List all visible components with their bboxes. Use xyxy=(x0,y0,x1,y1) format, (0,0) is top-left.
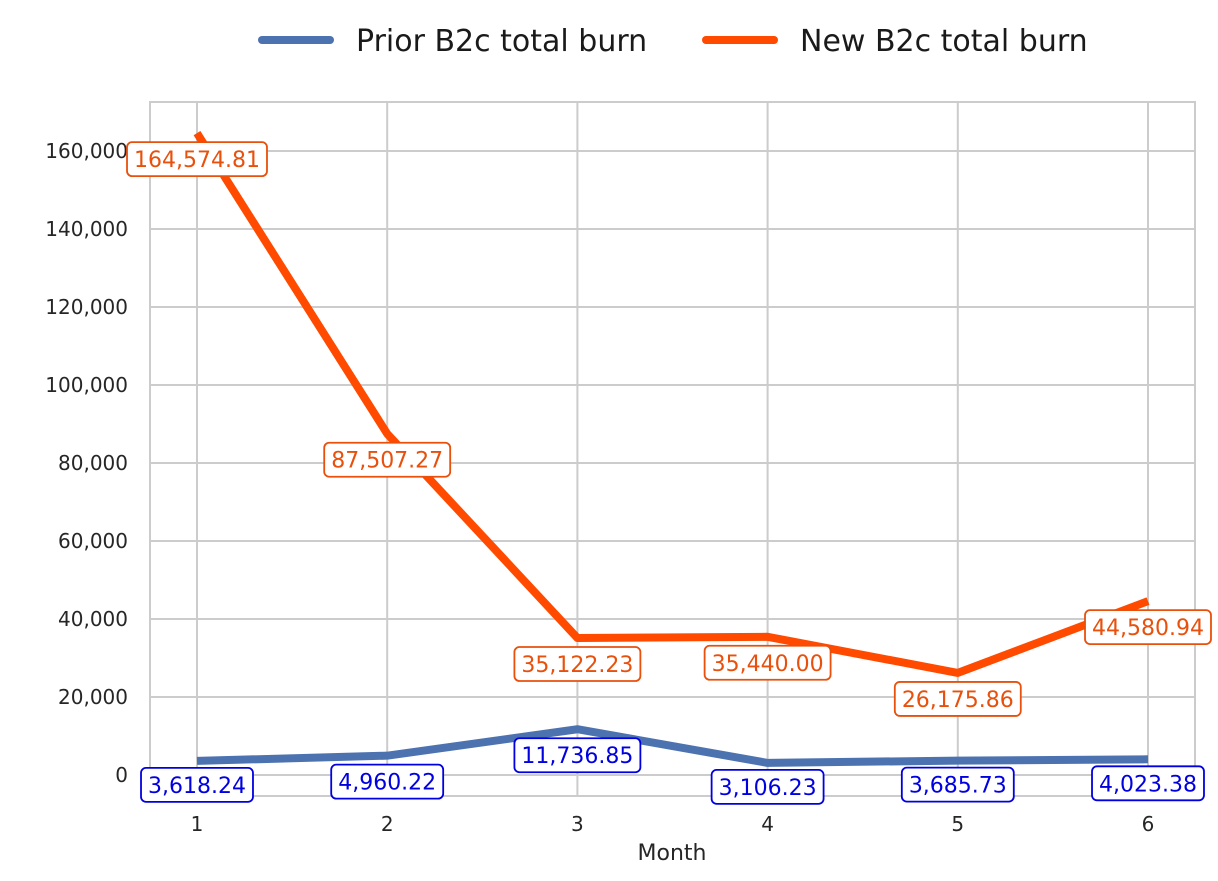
x-tick-label: 6 xyxy=(1142,812,1155,836)
data-label: 3,106.23 xyxy=(710,768,825,805)
data-label-box xyxy=(140,766,254,803)
data-label-text: 87,507.27 xyxy=(331,449,443,474)
y-axis-ticks: 0 20,000 40,000 60,000 80,000 100,000 120,000 1… xyxy=(45,139,128,787)
data-label-text: 4,960.22 xyxy=(338,771,436,796)
y-tick-label: 40,000 xyxy=(58,607,128,631)
data-label-text: 3,618.24 xyxy=(148,774,246,799)
legend-label-new: New B2c total burn xyxy=(800,24,1088,59)
data-label: 35,122.23 xyxy=(513,646,642,682)
data-label-box xyxy=(126,141,268,178)
x-axis-ticks: 1 2 3 4 5 6 xyxy=(191,812,1155,836)
x-tick-label: 1 xyxy=(191,812,204,836)
data-label: 164,574.81 xyxy=(126,141,268,178)
data-label-box xyxy=(893,681,1022,717)
data-label: 3,685.73 xyxy=(900,766,1015,803)
x-axis-title: Month xyxy=(638,841,707,866)
x-tick-label: 3 xyxy=(571,812,584,836)
data-labels: 3,618.24 4,960.22 11,736.85 3,106.23 3,685.7… xyxy=(126,141,1212,805)
legend: Prior B2c total burn New B2c total burn xyxy=(258,24,1088,59)
grid xyxy=(150,102,1195,796)
series-lines xyxy=(193,131,1150,767)
data-label-text: 35,122.23 xyxy=(521,653,633,678)
data-label-text: 4,023.38 xyxy=(1099,772,1197,797)
data-label-text: 44,580.94 xyxy=(1092,616,1204,641)
y-tick-label: 60,000 xyxy=(58,529,128,553)
data-label-box xyxy=(330,763,445,800)
x-tick-label: 5 xyxy=(951,812,964,836)
data-label-box xyxy=(710,768,825,805)
data-label-box xyxy=(1091,765,1205,802)
data-label-box xyxy=(513,646,642,682)
y-tick-label: 80,000 xyxy=(58,451,128,475)
y-tick-label: 100,000 xyxy=(45,373,128,397)
y-tick-label: 120,000 xyxy=(45,295,128,319)
y-tick-label: 20,000 xyxy=(58,685,128,709)
data-label-text: 3,106.23 xyxy=(719,776,817,801)
data-label-box xyxy=(900,766,1015,803)
x-tick-label: 4 xyxy=(761,812,774,836)
data-label: 4,023.38 xyxy=(1091,765,1205,802)
legend-label-prior: Prior B2c total burn xyxy=(356,24,647,59)
data-label: 4,960.22 xyxy=(330,763,445,800)
data-label-box xyxy=(323,441,452,478)
data-label-text: 164,574.81 xyxy=(134,148,260,173)
plot-area-frame xyxy=(149,101,1196,797)
data-label-box xyxy=(1084,609,1212,646)
data-label-text: 26,175.86 xyxy=(902,688,1014,713)
data-label-text: 3,685.73 xyxy=(909,774,1007,799)
series-line-prior xyxy=(196,725,1149,767)
data-label: 26,175.86 xyxy=(893,681,1022,717)
data-label: 44,580.94 xyxy=(1084,609,1212,646)
data-label-text: 11,736.85 xyxy=(521,744,633,769)
data-label: 11,736.85 xyxy=(513,737,642,774)
y-tick-label: 140,000 xyxy=(45,217,128,241)
data-label: 3,618.24 xyxy=(140,766,254,803)
x-tick-label: 2 xyxy=(381,812,394,836)
series-line-new xyxy=(193,131,1150,677)
data-label-text: 35,440.00 xyxy=(712,652,824,677)
y-tick-label: 160,000 xyxy=(45,139,128,163)
data-label-box xyxy=(513,737,642,774)
y-tick-label: 0 xyxy=(115,763,128,787)
data-label: 87,507.27 xyxy=(323,441,452,478)
data-label: 35,440.00 xyxy=(703,644,832,681)
data-label-box xyxy=(703,644,832,681)
